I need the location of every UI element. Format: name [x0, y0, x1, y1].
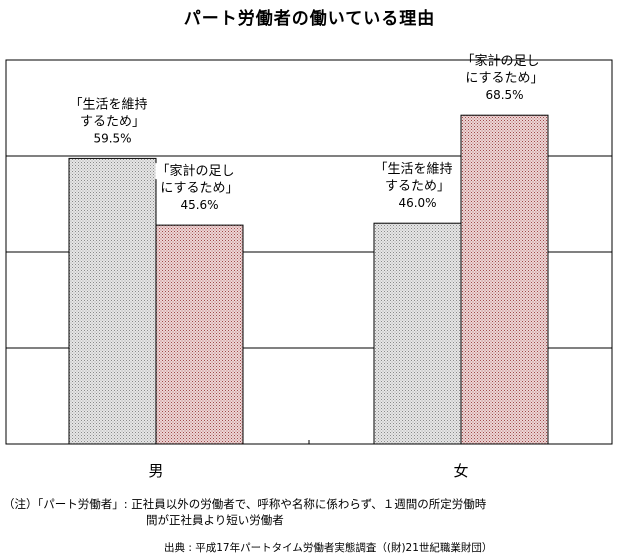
label-background	[460, 53, 541, 70]
bars	[68, 114, 549, 445]
bar-0-1	[155, 224, 244, 445]
label-background	[373, 162, 454, 178]
data-label-name: するため」	[385, 179, 450, 194]
label-background	[179, 198, 220, 213]
data-label-name: 「家計の足し	[156, 163, 234, 179]
label-background	[464, 71, 545, 87]
data-label-name: 「生活を維持	[374, 162, 452, 177]
bar-1-0	[373, 222, 462, 445]
x-axis-labels: 男女	[148, 440, 469, 480]
source-note: 出典 : 平成17年パートタイム労働者実態調査（(財)21世紀職業財団）	[164, 542, 493, 554]
data-label-name: 「生活を維持	[69, 97, 147, 112]
label-background	[68, 97, 149, 113]
data-label-value: 59.5%	[93, 131, 131, 145]
data-label-name: 「家計の足し	[461, 53, 539, 69]
chart-title: パート労働者の働いている理由	[183, 9, 436, 29]
x-tick-label: 女	[453, 462, 468, 480]
data-labels: 「生活を維持するため」59.5%「家計の足しにするため」45.6%「生活を維持す…	[68, 53, 545, 213]
data-label-value: 68.5%	[485, 88, 523, 102]
data-label-name: にするため」	[160, 181, 238, 196]
label-background	[78, 114, 147, 130]
label-background	[397, 196, 438, 211]
bar-0-0	[68, 157, 157, 445]
data-label-value: 46.0%	[398, 196, 436, 210]
data-label-name: するため」	[80, 114, 145, 129]
footnote-line-2: 間が正社員より短い労働者	[146, 513, 284, 527]
label-background	[155, 163, 236, 180]
data-label-name: にするため」	[465, 71, 543, 86]
footnote-line-1: （注）「パート労働者」: 正社員以外の労働者で、呼称や名称に係わらず、１週間の所…	[3, 497, 487, 511]
label-background	[92, 131, 133, 146]
bar-1-1	[460, 114, 549, 445]
data-label-value: 45.6%	[180, 198, 218, 212]
label-background	[484, 88, 525, 103]
label-background	[159, 181, 240, 197]
label-background	[383, 179, 452, 195]
x-tick-label: 男	[148, 462, 163, 480]
